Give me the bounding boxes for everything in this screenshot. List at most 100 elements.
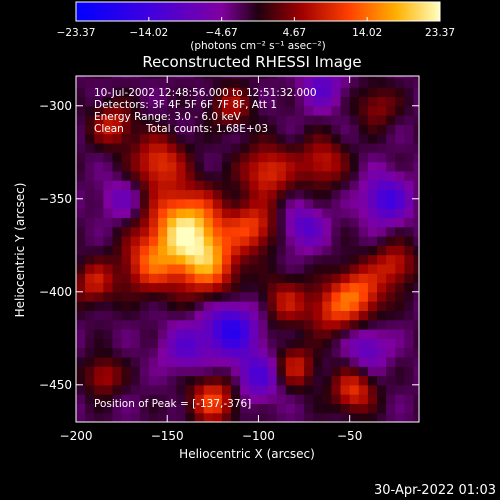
heatmap-cell <box>158 366 168 377</box>
heatmap-cell <box>212 263 223 274</box>
heatmap-cell <box>94 263 104 274</box>
heatmap-cell <box>395 133 405 144</box>
heatmap-cell <box>340 375 351 386</box>
heatmap-cell <box>386 273 396 284</box>
heatmap-cell <box>121 412 132 422</box>
heatmap-cell <box>158 142 168 153</box>
heatmap-cell <box>404 198 415 209</box>
heatmap-cell <box>212 319 223 330</box>
heatmap-cell <box>76 328 86 339</box>
heatmap-cell <box>367 319 378 330</box>
heatmap-cell <box>313 412 323 422</box>
heatmap-cell <box>276 338 287 349</box>
heatmap-cell <box>285 152 296 163</box>
heatmap-cell <box>194 124 205 135</box>
heatmap-cell <box>304 338 314 349</box>
heatmap-cell <box>212 115 223 125</box>
heatmap-cell <box>285 77 296 88</box>
heatmap-cell <box>94 347 104 358</box>
heatmap-cell <box>176 319 187 330</box>
heatmap-cell <box>76 412 86 422</box>
heatmap-cell <box>185 76 196 79</box>
heatmap-cell <box>331 328 342 339</box>
heatmap-cell <box>367 412 378 422</box>
heatmap-cell <box>212 347 223 358</box>
heatmap-cell <box>258 115 269 125</box>
heatmap-cell <box>212 301 223 311</box>
heatmap-cell <box>94 189 104 200</box>
heatmap-cell <box>249 347 260 358</box>
heatmap-cell <box>85 384 95 395</box>
heatmap-cell <box>112 338 123 349</box>
heatmap-cell <box>395 208 405 218</box>
heatmap-cell <box>212 245 223 256</box>
heatmap-cell <box>304 328 314 339</box>
heatmap-cell <box>349 198 360 209</box>
heatmap-cell <box>231 366 241 377</box>
heatmap-cell <box>267 96 278 107</box>
heatmap-cell <box>358 366 369 377</box>
heatmap-cell <box>103 105 114 116</box>
heatmap-cell <box>121 347 132 358</box>
heatmap-cell <box>285 124 296 135</box>
heatmap-cell <box>267 319 278 330</box>
heatmap-cell <box>395 310 405 321</box>
heatmap-cell <box>139 161 150 172</box>
heatmap-cell <box>404 310 415 321</box>
heatmap-cell <box>167 338 177 349</box>
heatmap-cell <box>148 412 159 422</box>
heatmap-cell <box>249 245 260 256</box>
heatmap-cell <box>167 77 177 88</box>
heatmap-cell <box>158 76 168 79</box>
heatmap-cell <box>103 77 114 88</box>
heatmap-cell <box>395 245 405 256</box>
heatmap-cell <box>340 245 351 256</box>
heatmap-cell <box>130 245 141 256</box>
heatmap-cell <box>240 208 250 218</box>
heatmap-cell <box>304 282 314 293</box>
heatmap-cell <box>304 394 314 404</box>
heatmap-cell <box>331 394 342 404</box>
heatmap-cell <box>294 263 305 274</box>
heatmap-cell <box>367 87 378 98</box>
heatmap-cell <box>185 291 196 302</box>
heatmap-cell <box>139 319 150 330</box>
heatmap-cell <box>258 235 269 246</box>
heatmap-cell <box>112 310 123 321</box>
heatmap-cell <box>249 375 260 386</box>
heatmap-cell <box>94 375 104 386</box>
heatmap-cell <box>413 384 419 395</box>
heatmap-cell <box>139 133 150 144</box>
heatmap-cell <box>258 403 269 414</box>
heatmap-cell <box>340 403 351 414</box>
heatmap-cell <box>395 142 405 153</box>
heatmap-cell <box>304 310 314 321</box>
heatmap-cell <box>194 319 205 330</box>
annotation-energy-range: Energy Range: 3.0 - 6.0 keV <box>94 111 242 123</box>
heatmap-cell <box>231 198 241 209</box>
heatmap-cell <box>377 291 387 302</box>
heatmap-cell <box>231 226 241 237</box>
heatmap-cell <box>331 115 342 125</box>
heatmap-cell <box>276 142 287 153</box>
heatmap-cell <box>158 226 168 237</box>
heatmap-cell <box>112 96 123 107</box>
heatmap-cell <box>285 96 296 107</box>
heatmap-cell <box>258 273 269 284</box>
heatmap-cell <box>76 217 86 228</box>
heatmap-cell <box>285 235 296 246</box>
heatmap-cell <box>349 319 360 330</box>
heatmap-cell <box>176 403 187 414</box>
heatmap-cell <box>85 245 95 256</box>
heatmap-cell <box>313 235 323 246</box>
heatmap-cell <box>322 328 333 339</box>
y-tick-label: −450 <box>39 378 72 392</box>
heatmap-cell <box>194 403 205 414</box>
heatmap-cell <box>258 394 269 404</box>
heatmap-cell <box>386 245 396 256</box>
heatmap-cell <box>167 403 177 414</box>
heatmap-cell <box>221 356 232 367</box>
heatmap-cell <box>395 198 405 209</box>
heatmap-cell <box>176 189 187 200</box>
heatmap-cell <box>185 394 196 404</box>
